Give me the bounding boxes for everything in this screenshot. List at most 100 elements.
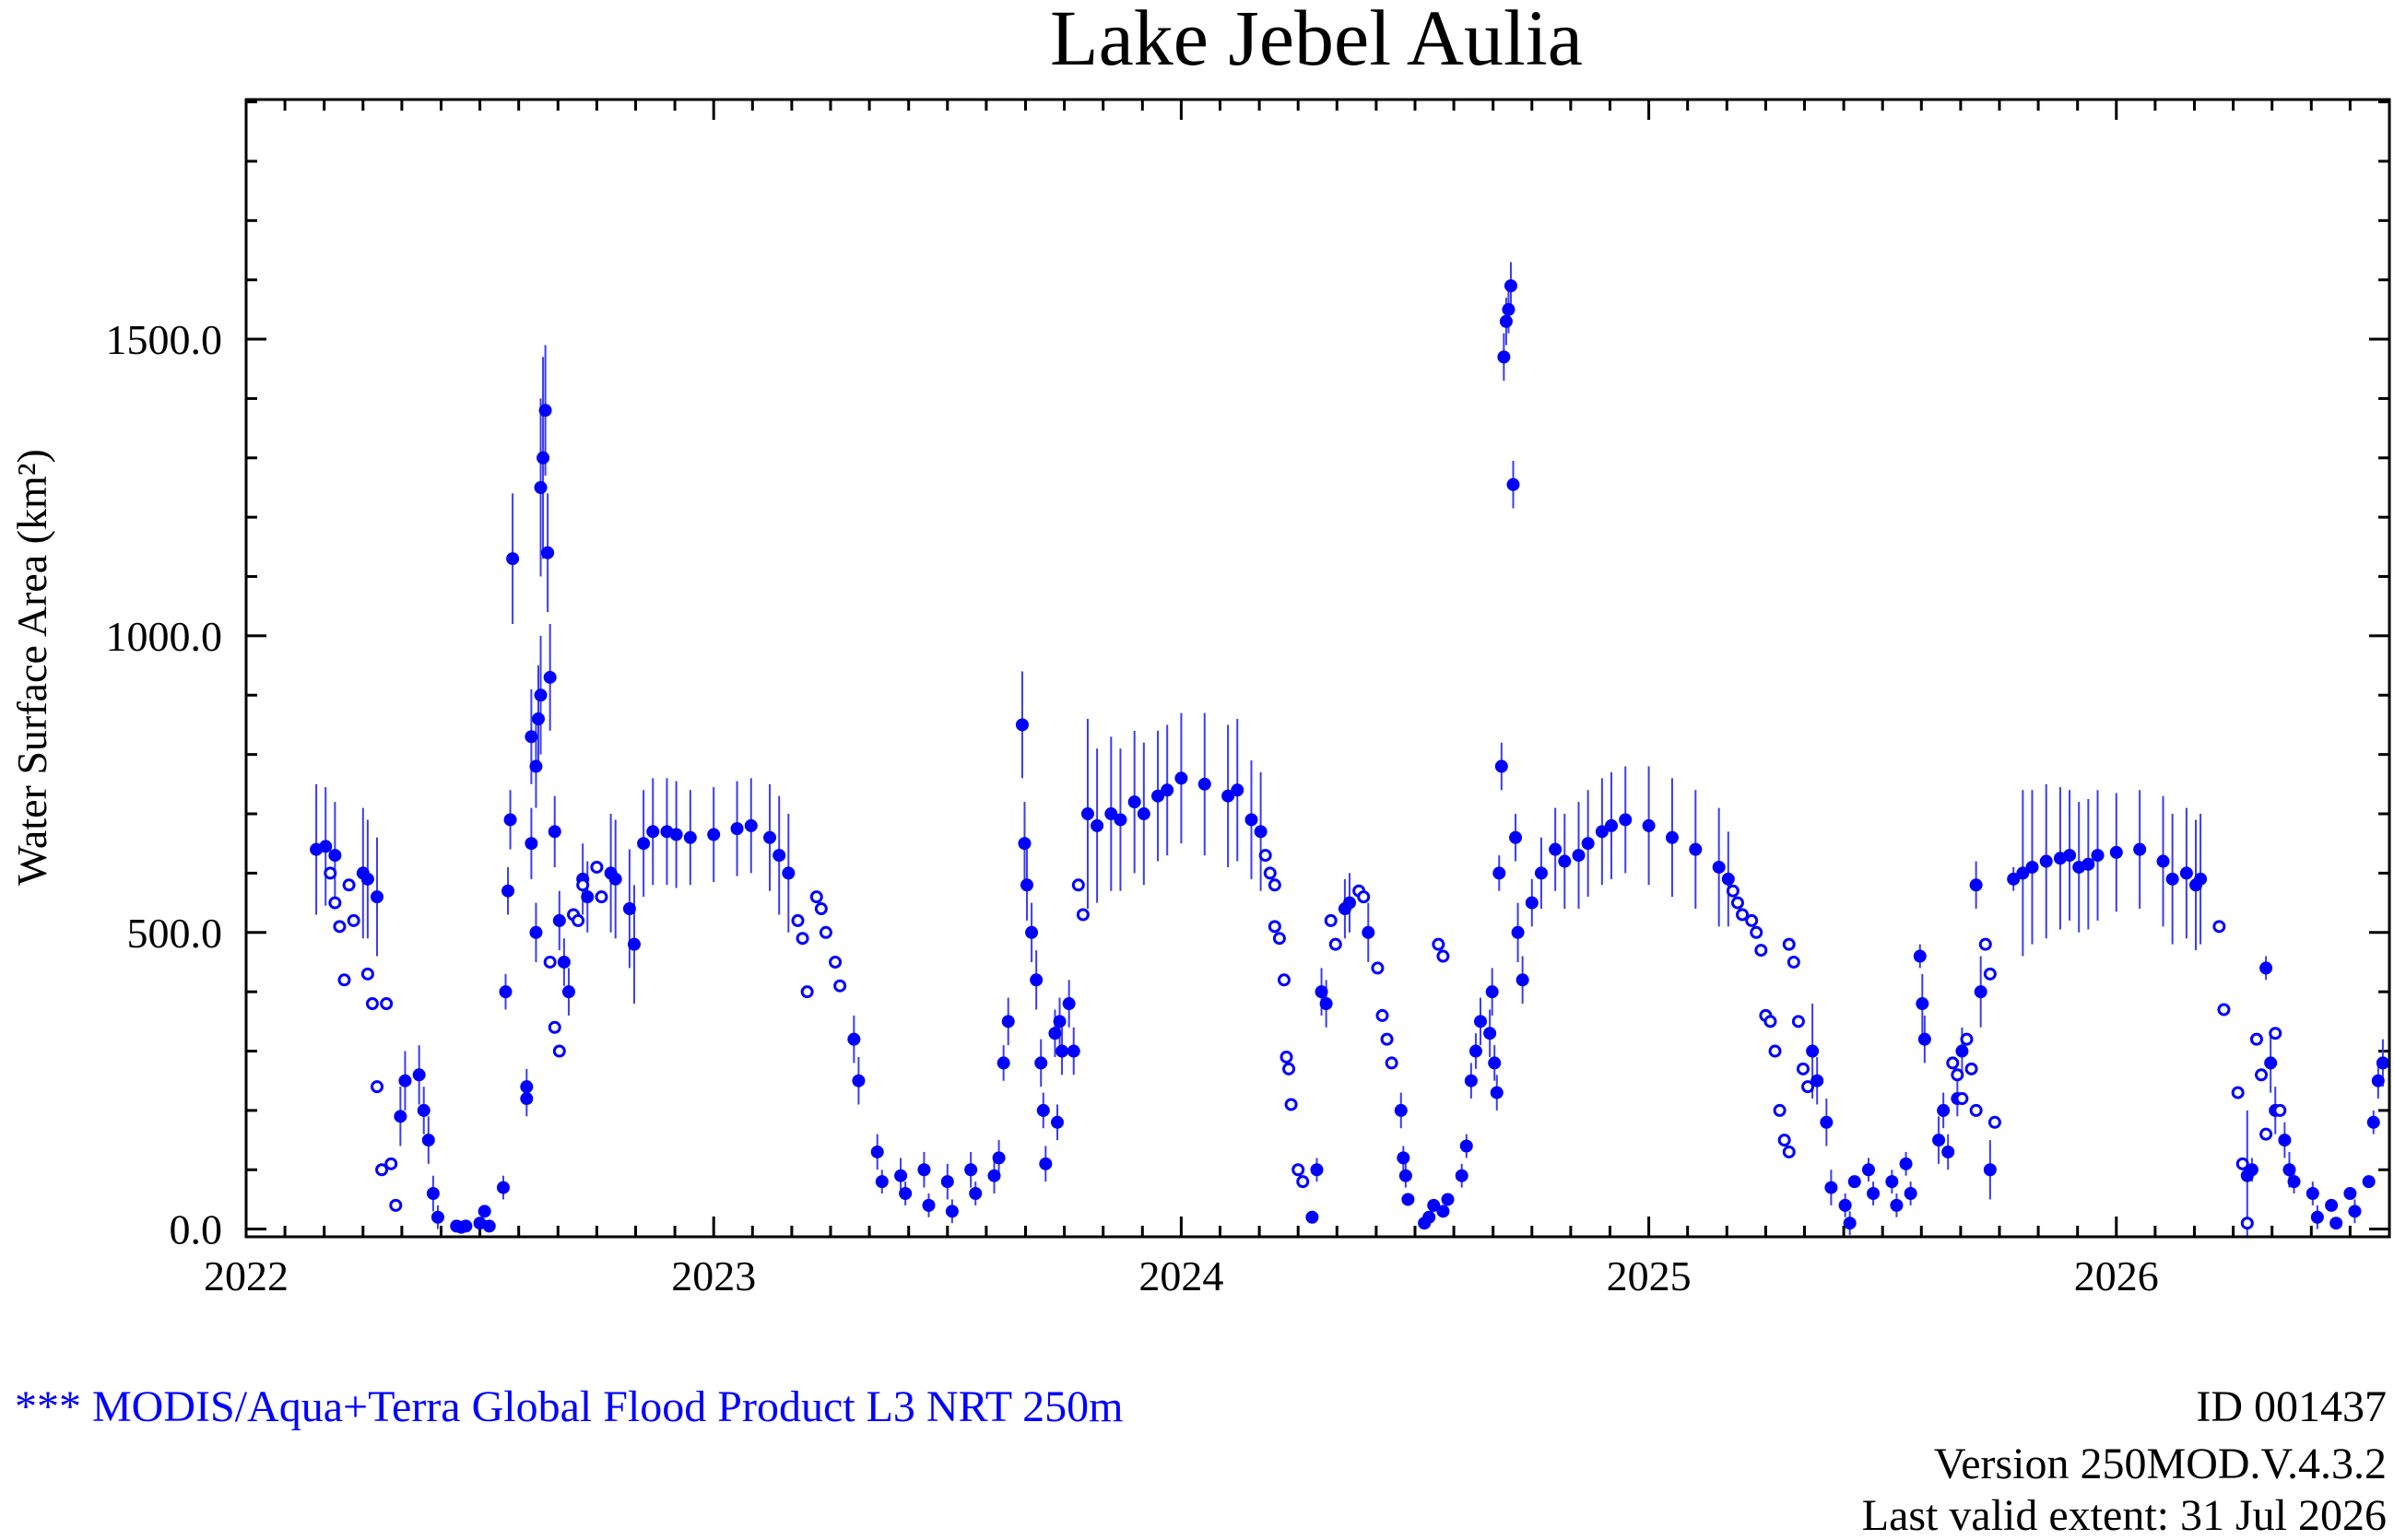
point [561,985,575,999]
point [1581,837,1595,851]
point [870,1145,884,1158]
point [496,1181,510,1194]
point [1048,1027,1062,1040]
point [1053,1015,1067,1029]
last-valid-note: Last valid extent: 31 Jul 2026 [1862,1491,2387,1535]
source-note: *** MODIS/Aqua+Terra Global Flood Produc… [15,1382,1124,1431]
point [1712,860,1726,874]
point [520,1092,534,1106]
point [1342,896,1356,910]
point [537,451,550,464]
point [1050,1115,1064,1129]
point [2109,845,2123,859]
point [1362,925,1375,939]
y-axis-label: Water Surface Area (km²) [8,449,55,886]
open-point [1978,937,1992,951]
point [2259,961,2273,975]
point [1867,1187,1881,1201]
point [922,1198,936,1212]
point [627,937,641,951]
open-point [2235,1157,2249,1170]
open-point [1291,1163,1305,1177]
point [501,884,515,898]
point [1015,718,1029,732]
point [1020,878,1034,892]
open-point [1296,1175,1310,1189]
point [1455,1169,1468,1182]
point [2282,1163,2296,1177]
open-point [2240,1217,2254,1230]
point [1810,1074,1824,1087]
point [1244,813,1258,827]
open-point [829,955,843,969]
open-point [572,913,585,927]
point [1916,997,1929,1011]
point [2366,1115,2380,1129]
point [1221,789,1235,803]
point [940,1175,954,1189]
point [1055,1044,1069,1058]
point [421,1134,435,1147]
y-tick-label: 500.0 [127,910,223,957]
point [1890,1198,1904,1212]
open-point [1782,1145,1796,1158]
open-point [1777,1134,1791,1147]
point [1488,1056,1502,1070]
point [1572,849,1586,863]
point [1459,1139,1473,1153]
point [529,925,543,939]
id-note: ID 001437 [2196,1382,2387,1431]
point [1509,830,1523,844]
point [1464,1074,1478,1087]
point [2310,1210,2324,1224]
point [1721,872,1735,886]
open-point [347,913,360,927]
open-point [1750,925,1763,939]
open-point [595,890,608,904]
point [1468,1044,1482,1058]
point [1904,1187,1917,1201]
open-point [2269,1027,2282,1040]
point [1018,837,1032,851]
plot-area [310,262,2389,1237]
point [1499,314,1513,328]
point [412,1068,426,1082]
point [538,404,552,417]
open-point [1268,878,1281,892]
open-point [1730,896,1744,910]
point [543,670,557,684]
point [525,730,538,744]
point [541,546,555,559]
point [669,828,683,841]
open-point [2212,920,2226,934]
point [2025,860,2039,874]
point [1254,825,1268,839]
open-point [1960,1032,1974,1046]
open-point [337,973,351,987]
point [1422,1210,1436,1224]
point [1820,1115,1834,1129]
point [1689,842,1703,856]
point [529,759,543,773]
open-point [1380,1032,1394,1046]
open-point [819,925,832,939]
open-point [1258,849,1272,863]
point [2376,1056,2389,1070]
point [581,890,595,904]
open-point [1272,932,1286,946]
open-point [2231,1086,2245,1099]
open-point [1951,1068,1964,1082]
open-point [328,896,342,910]
point [2063,849,2077,863]
open-point [1946,1056,1960,1070]
point [2179,866,2193,880]
point [2081,857,2095,871]
x-tick-label: 2023 [671,1252,756,1299]
point [1025,925,1039,939]
point [875,1175,889,1189]
point [1490,1086,1504,1099]
open-point [1375,1008,1389,1022]
point [319,840,333,853]
open-point [1282,1062,1296,1076]
